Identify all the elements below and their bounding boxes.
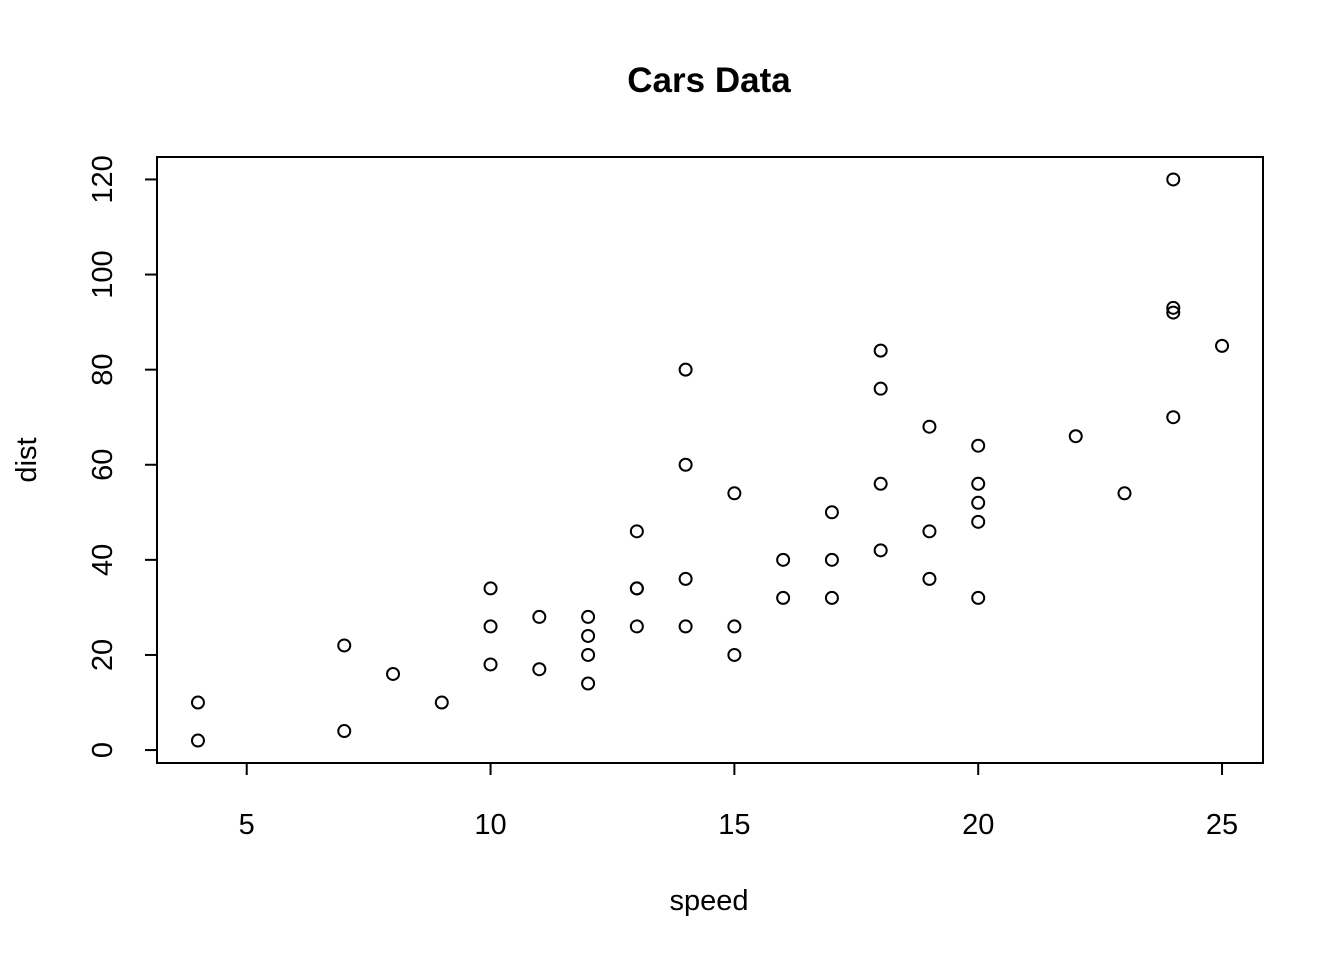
data-point: [483, 619, 498, 634]
data-point: [776, 590, 791, 605]
data-point: [1166, 305, 1181, 320]
data-point: [190, 695, 205, 710]
data-point: [434, 695, 449, 710]
data-point: [483, 581, 498, 596]
y-tick-label: 100: [87, 250, 119, 298]
x-axis: 5 10 15 20 25: [239, 762, 1238, 841]
data-point: [824, 505, 839, 520]
data-point: [532, 662, 547, 677]
data-point: [678, 619, 693, 634]
data-point: [1166, 410, 1181, 425]
data-point: [1068, 429, 1083, 444]
data-point: [483, 657, 498, 672]
data-point: [873, 381, 888, 396]
data-point: [824, 590, 839, 605]
y-axis: 0 20 40 60 80 100 120: [87, 155, 158, 758]
x-axis-label: speed: [669, 885, 748, 917]
data-point: [190, 733, 205, 748]
y-tick-label: 20: [87, 639, 119, 671]
data-point: [678, 571, 693, 586]
data-point: [971, 438, 986, 453]
data-point: [873, 543, 888, 558]
data-point: [532, 609, 547, 624]
data-point: [678, 362, 693, 377]
y-tick-label: 120: [87, 155, 119, 203]
data-point: [922, 419, 937, 434]
data-point: [581, 628, 596, 643]
data-point: [776, 552, 791, 567]
data-points: [190, 172, 1230, 748]
data-point: [678, 457, 693, 472]
y-tick-label: 60: [87, 449, 119, 481]
data-point: [727, 647, 742, 662]
data-point: [824, 552, 839, 567]
data-point: [629, 619, 644, 634]
data-point: [971, 476, 986, 491]
y-tick-label: 80: [87, 354, 119, 386]
data-point: [727, 619, 742, 634]
y-tick-label: 40: [87, 544, 119, 576]
x-tick-label: 10: [474, 809, 506, 841]
data-point: [629, 524, 644, 539]
data-point: [971, 514, 986, 529]
y-tick-label: 0: [87, 742, 119, 758]
data-point: [337, 638, 352, 653]
data-point: [727, 486, 742, 501]
plot-frame: [156, 156, 1264, 764]
data-point: [1215, 338, 1230, 353]
data-point: [922, 524, 937, 539]
data-point: [971, 590, 986, 605]
data-point: [581, 676, 596, 691]
data-point: [873, 343, 888, 358]
data-point: [337, 724, 352, 739]
data-point: [1117, 486, 1132, 501]
data-point: [922, 571, 937, 586]
data-point: [386, 666, 401, 681]
data-point: [581, 647, 596, 662]
data-point: [971, 495, 986, 510]
x-tick-label: 25: [1206, 809, 1238, 841]
data-point: [873, 476, 888, 491]
data-point: [1166, 172, 1181, 187]
x-tick-label: 15: [718, 809, 750, 841]
data-point: [581, 609, 596, 624]
chart-title: Cars Data: [627, 61, 791, 100]
data-point: [1166, 300, 1181, 315]
x-tick-label: 20: [962, 809, 994, 841]
y-axis-label: dist: [11, 437, 43, 482]
x-tick-label: 5: [239, 809, 255, 841]
data-point: [629, 581, 644, 596]
